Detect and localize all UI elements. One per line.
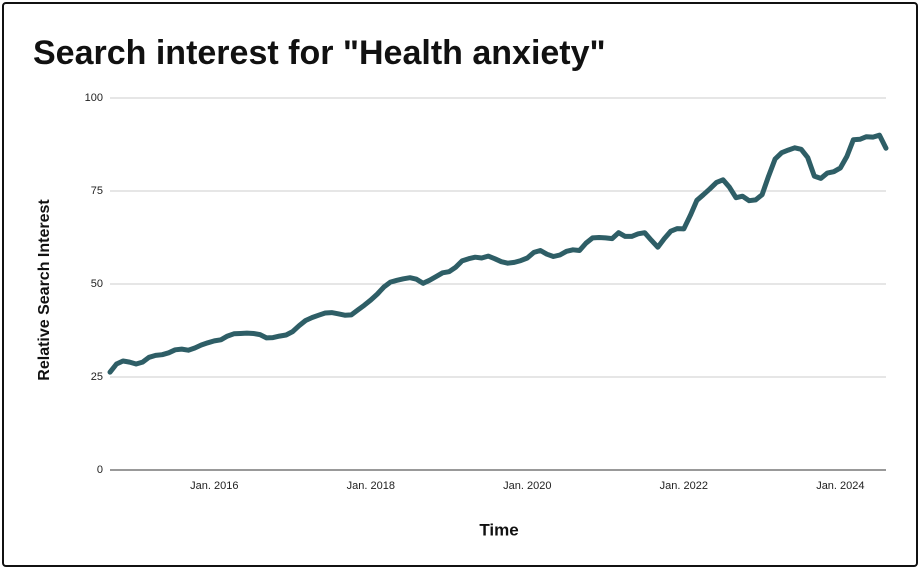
y-tick-label: 50	[91, 278, 103, 290]
y-tick-label: 100	[85, 92, 103, 104]
x-tick-label: Jan. 2018	[347, 480, 395, 492]
x-axis-label: Time	[479, 520, 518, 539]
x-tick-label: Jan. 2022	[660, 480, 708, 492]
line	[107, 132, 889, 375]
x-tick-label: Jan. 2024	[816, 480, 864, 492]
chart-title: Search interest for "Health anxiety"	[33, 34, 606, 72]
y-tick-label: 75	[91, 185, 103, 197]
y-tick-label: 25	[91, 371, 103, 383]
x-tick-label: Jan. 2020	[503, 480, 551, 492]
x-tick-label: Jan. 2016	[190, 480, 238, 492]
y-axis-label: Relative Search Interest	[36, 199, 53, 381]
y-tick-label: 0	[97, 464, 103, 476]
